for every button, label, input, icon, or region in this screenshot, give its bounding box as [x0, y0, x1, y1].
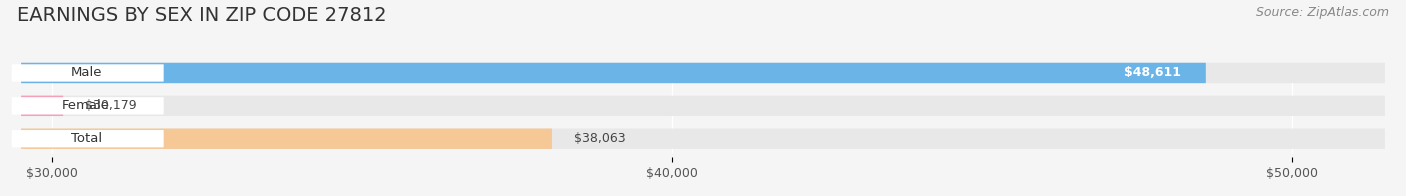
FancyBboxPatch shape [11, 64, 163, 82]
FancyBboxPatch shape [11, 130, 163, 147]
Text: Male: Male [70, 66, 101, 79]
FancyBboxPatch shape [21, 63, 1206, 83]
FancyBboxPatch shape [21, 129, 553, 149]
FancyBboxPatch shape [11, 97, 163, 114]
FancyBboxPatch shape [21, 96, 1385, 116]
Text: Source: ZipAtlas.com: Source: ZipAtlas.com [1256, 6, 1389, 19]
Text: $48,611: $48,611 [1123, 66, 1181, 79]
FancyBboxPatch shape [21, 96, 63, 116]
Text: $30,179: $30,179 [84, 99, 136, 112]
Text: $38,063: $38,063 [574, 132, 626, 145]
Text: Total: Total [70, 132, 101, 145]
FancyBboxPatch shape [21, 129, 1385, 149]
Text: Female: Female [62, 99, 110, 112]
FancyBboxPatch shape [21, 63, 1385, 83]
Text: EARNINGS BY SEX IN ZIP CODE 27812: EARNINGS BY SEX IN ZIP CODE 27812 [17, 6, 387, 25]
